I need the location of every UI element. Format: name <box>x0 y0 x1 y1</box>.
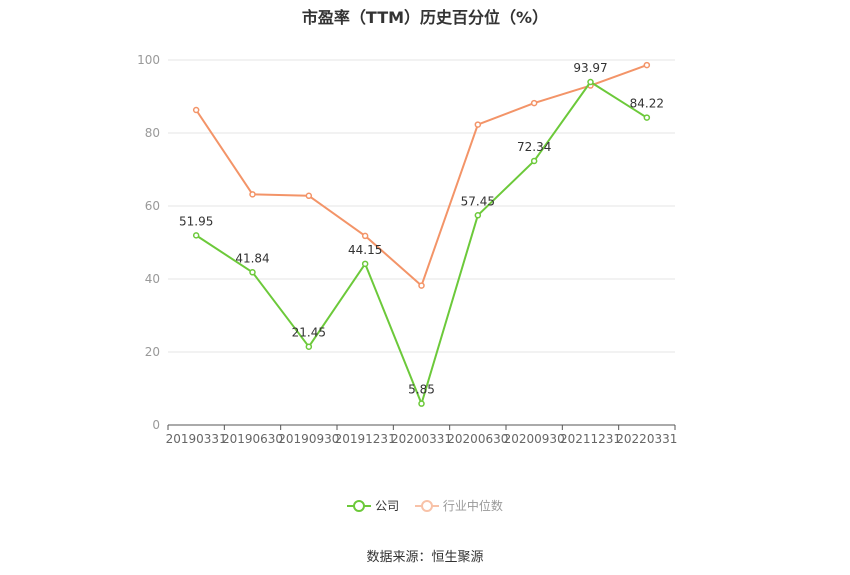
data-label-company: 5.85 <box>408 383 435 397</box>
data-point-industry-median <box>418 282 425 289</box>
data-point-company <box>361 260 369 268</box>
line-chart: 0 20 40 60 80 100 2019033120190630201909302019… <box>137 53 677 446</box>
data-point-industry-median <box>192 106 200 114</box>
data-label-company: 72.34 <box>517 140 551 154</box>
series-line-company <box>195 81 648 405</box>
y-tick-label: 20 <box>145 345 160 359</box>
data-point-industry-median <box>361 232 369 240</box>
data-point-company <box>474 212 482 219</box>
legend-marker-company <box>347 499 372 513</box>
data-point-industry-median <box>249 191 256 198</box>
data-point-industry-median <box>530 99 538 107</box>
y-tick-label: 80 <box>145 126 160 140</box>
x-tick-label: 20211231 <box>560 432 621 446</box>
data-point-company <box>643 114 651 121</box>
x-tick-label: 20190630 <box>222 432 283 446</box>
x-tick-label: 20190930 <box>278 432 339 446</box>
data-label-company: 57.45 <box>461 194 495 208</box>
legend-item-industry-median[interactable]: 行业中位数 <box>414 497 503 514</box>
legend-label-industry-median: 行业中位数 <box>442 499 503 513</box>
x-tick-label: 20190331 <box>166 432 227 446</box>
data-point-company <box>192 232 200 239</box>
data-label-company: 93.97 <box>573 61 607 75</box>
data-label-company: 41.84 <box>235 251 269 265</box>
legend-marker-industry-median <box>414 499 439 513</box>
x-tick-label: 20200331 <box>391 432 452 446</box>
x-tick-label: 20200630 <box>447 432 508 446</box>
legend-label-company: 公司 <box>375 499 400 513</box>
data-label-company: 44.15 <box>348 243 382 257</box>
data-point-company <box>305 343 313 350</box>
y-tick-label: 100 <box>137 53 160 67</box>
data-point-industry-median <box>643 61 651 69</box>
data-label-company: 21.45 <box>292 326 326 340</box>
data-label-company: 84.22 <box>630 97 664 111</box>
y-tick-label: 60 <box>145 199 160 213</box>
x-tick-label: 20220331 <box>616 432 677 446</box>
legend: 公司 行业中位数 <box>0 497 850 516</box>
data-point-company <box>530 157 538 165</box>
y-tick-label: 0 <box>152 418 160 432</box>
data-point-company <box>418 400 425 407</box>
y-tick-label: 40 <box>145 272 160 286</box>
data-point-industry-median <box>305 192 313 200</box>
legend-item-company[interactable]: 公司 <box>347 497 399 514</box>
x-tick-label: 20200930 <box>504 432 565 446</box>
data-point-industry-median <box>474 121 482 128</box>
chart-title: 市盈率（TTM）历史百分位（%） <box>301 8 549 27</box>
data-point-company <box>249 269 256 276</box>
data-point-company <box>587 78 594 86</box>
x-tick-label: 20191231 <box>335 432 396 446</box>
data-source-note: 数据来源：恒生聚源 <box>366 550 484 565</box>
data-label-company: 51.95 <box>179 214 213 228</box>
